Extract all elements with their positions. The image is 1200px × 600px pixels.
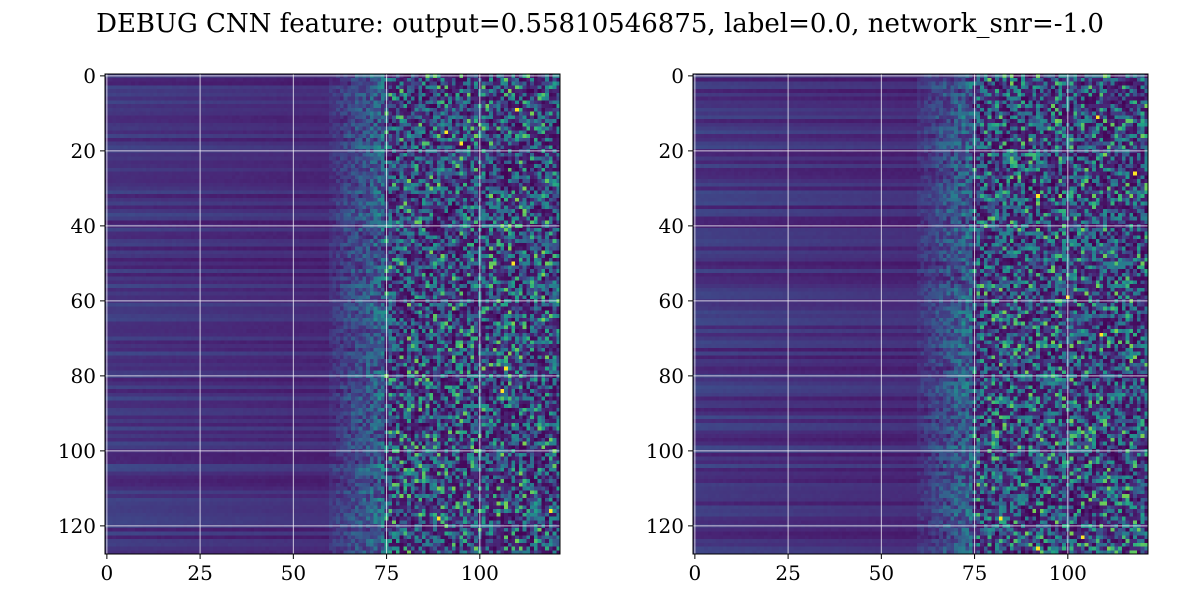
axes-frame (692, 73, 1149, 555)
y-tick-label: 0 (83, 64, 96, 88)
figure-title: DEBUG CNN feature: output=0.55810546875,… (96, 9, 1104, 39)
axes-frame (104, 73, 561, 555)
y-tick-label: 80 (71, 364, 96, 388)
x-tick-label: 100 (1049, 561, 1087, 585)
x-tick-label: 0 (100, 561, 113, 585)
x-tick-label: 50 (281, 561, 306, 585)
x-tick-label: 50 (869, 561, 894, 585)
y-tick-label: 60 (71, 289, 96, 313)
y-tick-label: 40 (71, 214, 96, 238)
heatmap-panel-left: 0 25 50 75 100 0 20 40 60 80 100 120 (58, 64, 561, 585)
heatmap-image-right (693, 74, 1148, 554)
y-tick-label: 20 (71, 139, 96, 163)
y-tick-label: 40 (659, 214, 684, 238)
y-tick-label: 60 (659, 289, 684, 313)
heatmap-image-left (105, 74, 560, 554)
x-tick-label: 25 (775, 561, 800, 585)
heatmap-axes-left: 0 25 50 75 100 0 20 40 60 80 100 120 (58, 64, 561, 585)
y-tick-label: 0 (671, 64, 684, 88)
x-tick-label: 75 (962, 561, 987, 585)
x-tick-label: 100 (461, 561, 499, 585)
x-tick-label: 0 (688, 561, 701, 585)
heatmap-axes-right: 0 25 50 75 100 0 20 40 60 80 100 120 (646, 64, 1149, 585)
x-tick-label: 75 (374, 561, 399, 585)
y-tick-label: 120 (58, 514, 96, 538)
heatmap-panel-right: 0 25 50 75 100 0 20 40 60 80 100 120 (646, 64, 1149, 585)
y-tick-label: 100 (646, 439, 684, 463)
y-tick-label: 20 (659, 139, 684, 163)
y-tick-label: 120 (646, 514, 684, 538)
y-tick-label: 100 (58, 439, 96, 463)
x-tick-label: 25 (187, 561, 212, 585)
y-tick-label: 80 (659, 364, 684, 388)
